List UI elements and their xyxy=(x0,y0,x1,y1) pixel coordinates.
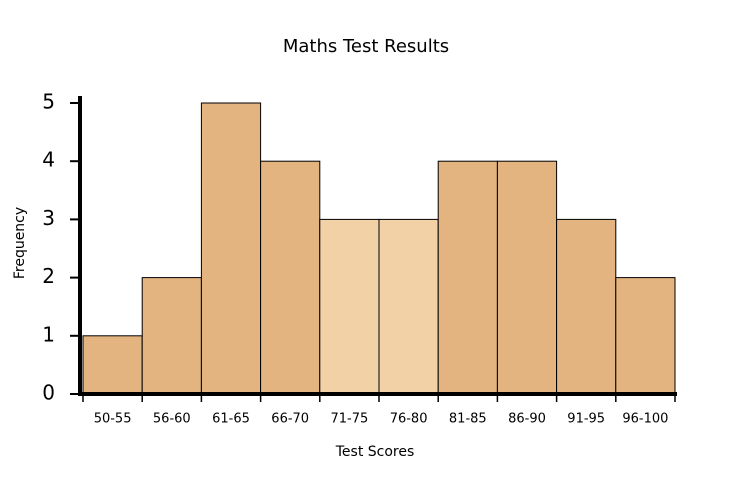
bar xyxy=(615,277,676,395)
x-tick-label: 96-100 xyxy=(622,412,668,427)
bar xyxy=(319,218,380,395)
bar xyxy=(556,218,617,395)
y-tick-label: 5 xyxy=(42,90,55,114)
y-tick-label: 0 xyxy=(42,381,55,405)
x-tick-label: 61-65 xyxy=(212,412,250,427)
x-tick-label: 66-70 xyxy=(271,412,309,427)
bar xyxy=(141,277,202,395)
y-tick-label: 3 xyxy=(42,206,55,230)
y-tick-label: 2 xyxy=(42,264,55,288)
bar xyxy=(496,160,558,395)
x-tick-label: 76-80 xyxy=(390,412,428,427)
y-tick-label: 4 xyxy=(42,148,55,172)
bar xyxy=(437,160,498,395)
x-tick-label: 91-95 xyxy=(567,412,605,427)
x-axis-label: Test Scores xyxy=(335,444,415,460)
bar xyxy=(82,335,143,395)
x-tick-label: 86-90 xyxy=(508,412,546,427)
bar xyxy=(260,160,321,395)
x-tick-label: 81-85 xyxy=(449,412,487,427)
chart-title: Maths Test Results xyxy=(283,36,449,57)
x-tick-label: 71-75 xyxy=(331,412,369,427)
bar xyxy=(200,102,262,395)
bar xyxy=(378,218,439,395)
x-tick-label: 56-60 xyxy=(153,412,191,427)
y-tick-label: 1 xyxy=(42,322,55,346)
x-tick-label: 50-55 xyxy=(94,412,132,427)
y-axis-label: Frequency xyxy=(12,207,28,279)
